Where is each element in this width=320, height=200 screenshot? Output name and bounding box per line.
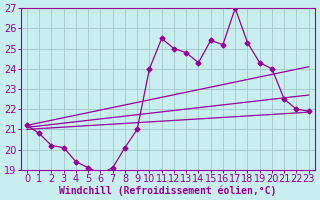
X-axis label: Windchill (Refroidissement éolien,°C): Windchill (Refroidissement éolien,°C) — [59, 185, 276, 196]
